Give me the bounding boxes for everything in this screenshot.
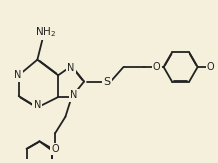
Text: N: N: [67, 63, 74, 73]
Text: O: O: [51, 144, 59, 154]
Text: N: N: [14, 70, 21, 80]
Text: S: S: [103, 76, 111, 87]
Text: NH$_2$: NH$_2$: [35, 25, 56, 39]
Text: N: N: [70, 90, 78, 100]
Text: O: O: [207, 62, 215, 72]
Text: O: O: [153, 62, 161, 72]
Text: N: N: [34, 100, 41, 110]
